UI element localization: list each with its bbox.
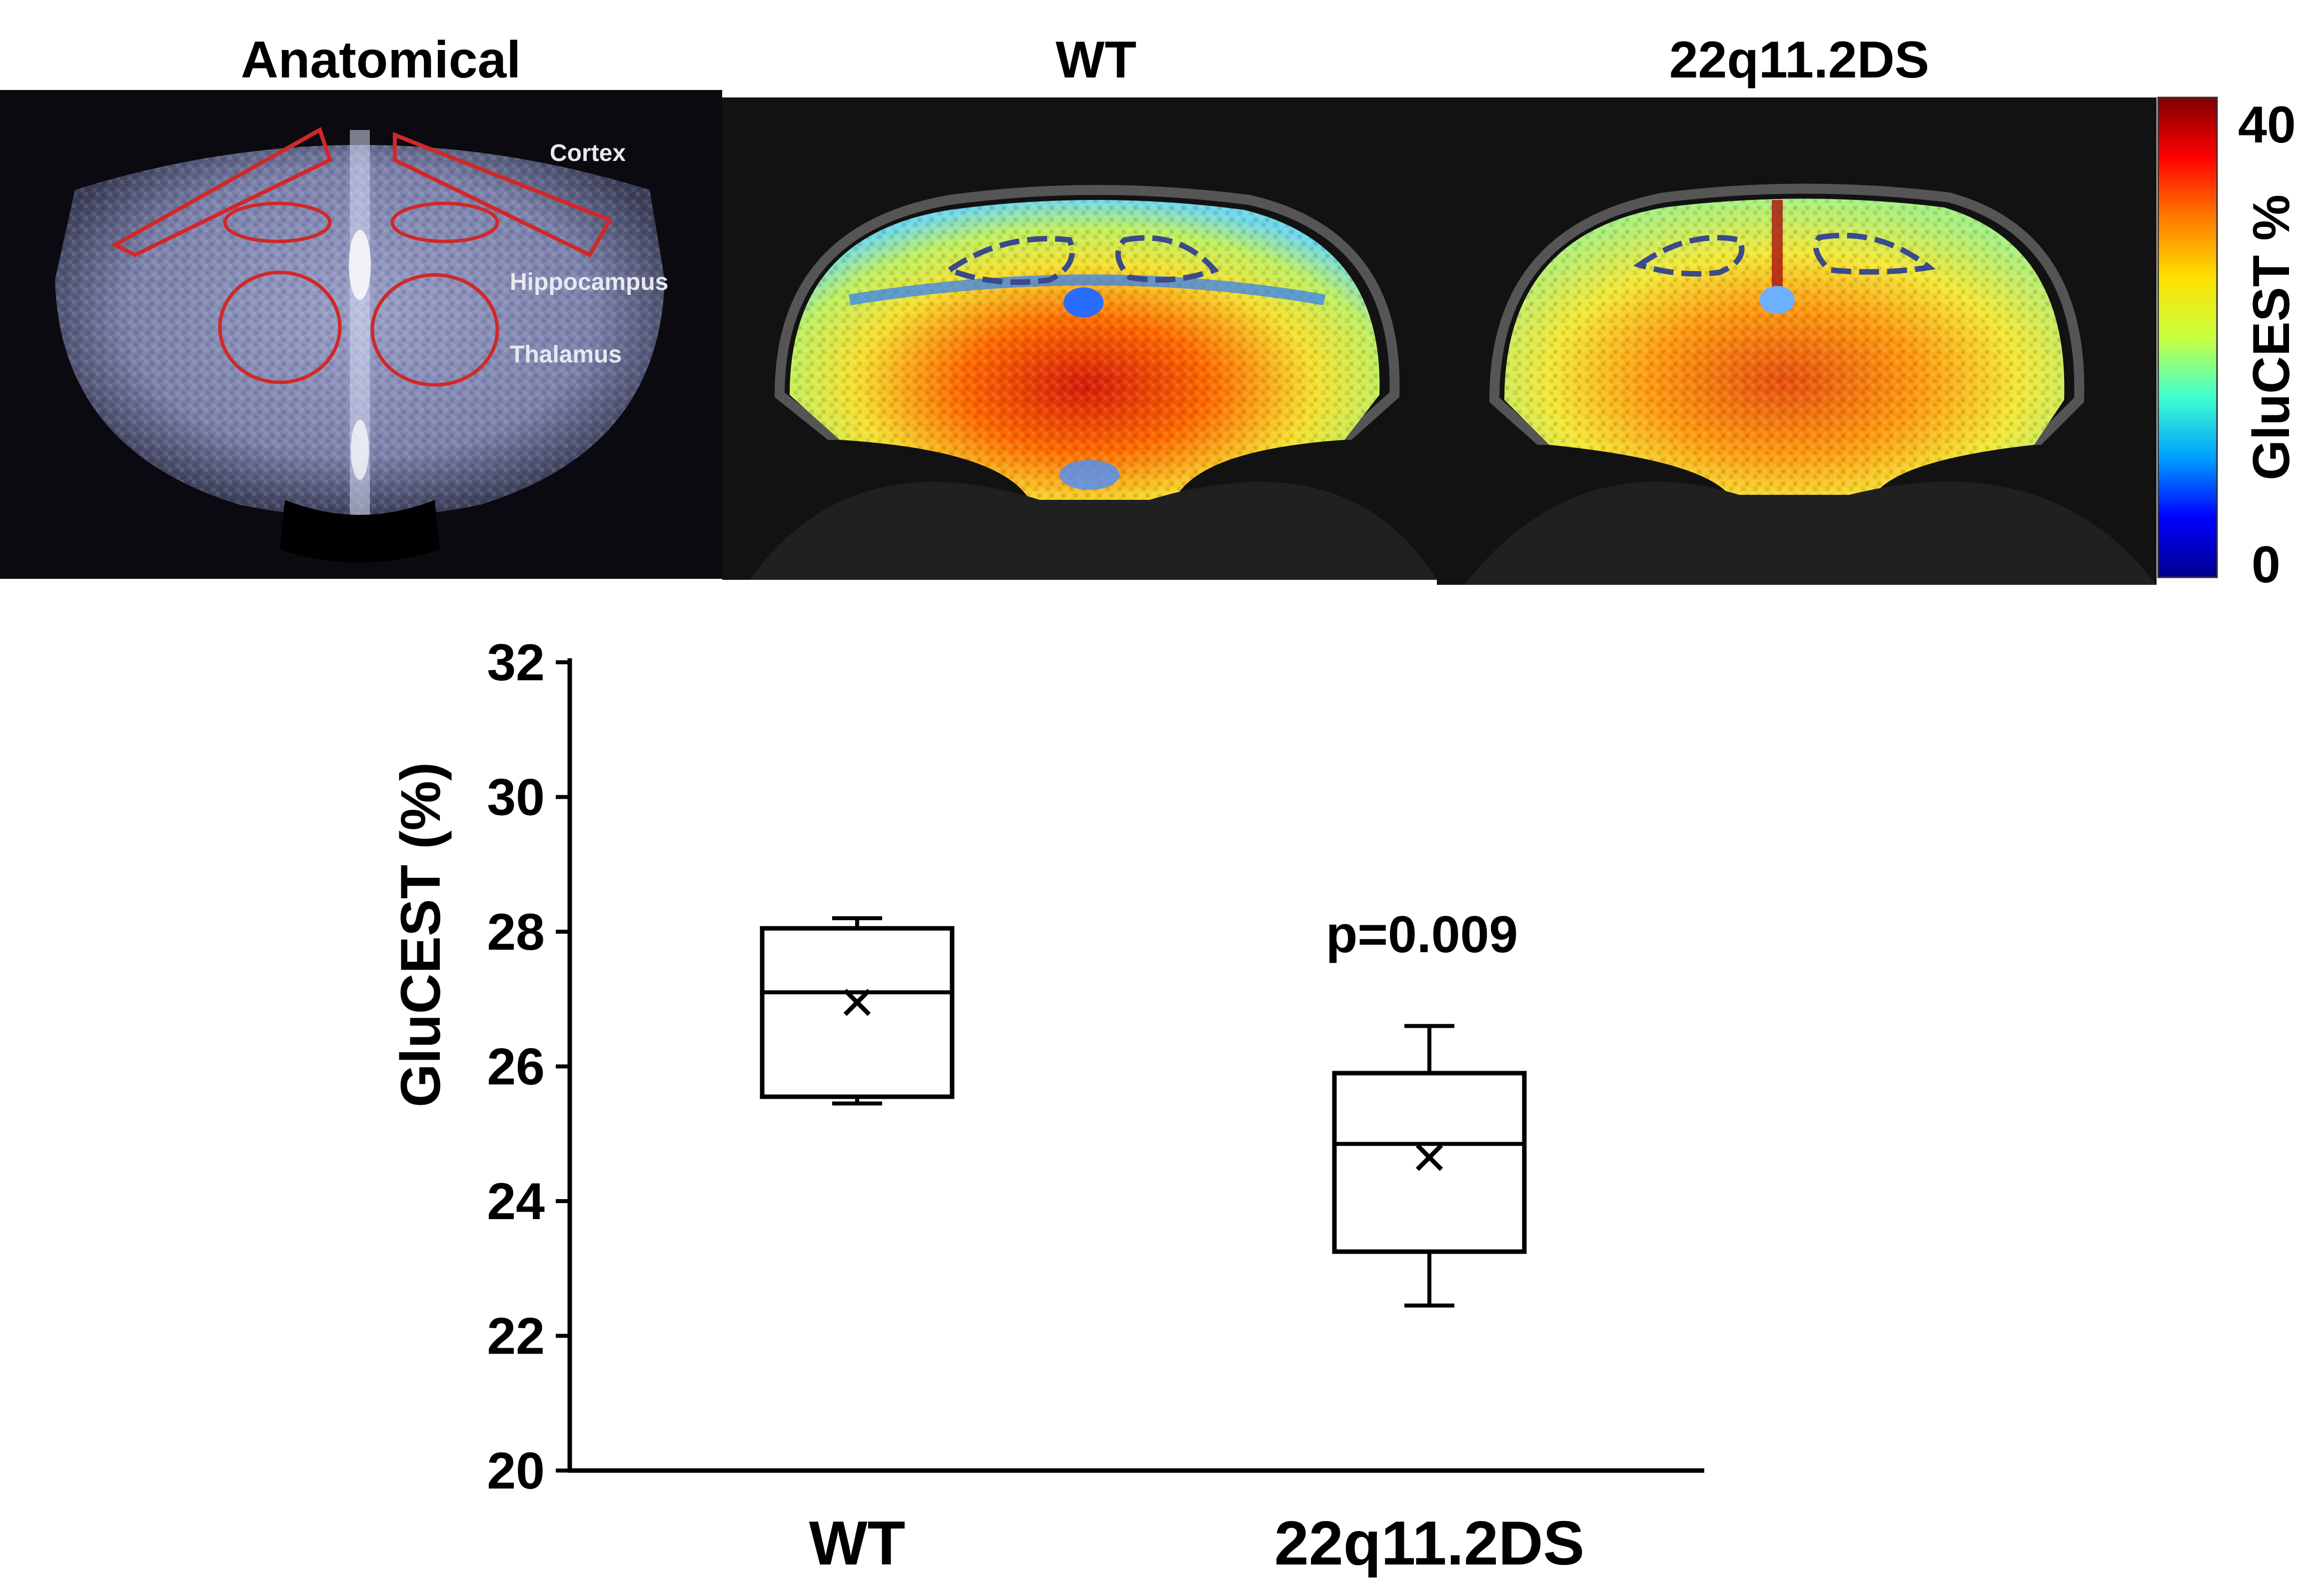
y-tick-label: 26 bbox=[487, 1038, 545, 1096]
iqr-box bbox=[760, 926, 955, 1099]
box-ds bbox=[1332, 1024, 1527, 1308]
x-category-label: WT bbox=[809, 1509, 906, 1578]
ds-roi-right bbox=[1813, 232, 1936, 275]
x-category-label: 22q11.2DS bbox=[1274, 1509, 1584, 1578]
colorbar-min-label: 0 bbox=[2252, 536, 2281, 594]
hippocampus-roi-left bbox=[223, 201, 332, 243]
thalamus-roi-left bbox=[218, 270, 342, 384]
y-tick-label: 32 bbox=[487, 634, 545, 692]
wt-roi-right bbox=[1115, 235, 1219, 283]
y-tick-label: 28 bbox=[487, 903, 545, 961]
colorbar: 40 0 GluCEST % bbox=[2157, 96, 2301, 594]
iqr-box bbox=[1332, 1071, 1527, 1254]
y-tick-label: 20 bbox=[487, 1442, 545, 1500]
y-tick-label: 22 bbox=[487, 1308, 545, 1366]
colorbar-max-label: 40 bbox=[2238, 96, 2296, 154]
colorbar-label: GluCEST % bbox=[2243, 194, 2301, 480]
x-axis: WT 22q11.2DS bbox=[568, 1468, 1704, 1578]
y-tick-label: 30 bbox=[487, 769, 545, 827]
mean-marker bbox=[1415, 1144, 1443, 1171]
y-axis-label: GluCEST (%) bbox=[389, 762, 452, 1108]
box-plot: 20 22 24 26 28 30 32 WT 22q11.2DS GluCEST (%) p… bbox=[389, 634, 1704, 1578]
wt-glucest-map bbox=[722, 97, 1437, 580]
hippocampus-roi-right bbox=[390, 201, 499, 243]
ds-roi-left bbox=[1633, 235, 1745, 277]
cortex-roi-right bbox=[393, 132, 613, 258]
boxes bbox=[760, 916, 1527, 1308]
p-value-annotation: p=0.009 bbox=[1326, 906, 1518, 964]
anatomical-image: Cortex Hippocampus Thalamus bbox=[0, 90, 722, 579]
hippocampus-label: Hippocampus bbox=[510, 269, 668, 295]
cortex-roi-left bbox=[110, 127, 332, 257]
thalamus-roi-right bbox=[370, 273, 499, 387]
thalamus-label: Thalamus bbox=[510, 341, 622, 368]
box-wt bbox=[760, 916, 955, 1106]
y-tick-label: 24 bbox=[487, 1173, 545, 1231]
wt-title: WT bbox=[1056, 31, 1137, 89]
mean-marker bbox=[843, 989, 871, 1016]
y-axis: 20 22 24 26 28 30 32 bbox=[487, 634, 572, 1500]
ds-glucest-map bbox=[1437, 97, 2157, 585]
colorbar-gradient bbox=[2157, 96, 2218, 578]
ds-title: 22q11.2DS bbox=[1669, 31, 1929, 89]
wt-roi-left bbox=[944, 236, 1075, 285]
anatomical-title: Anatomical bbox=[241, 31, 521, 89]
cortex-label: Cortex bbox=[550, 140, 626, 166]
